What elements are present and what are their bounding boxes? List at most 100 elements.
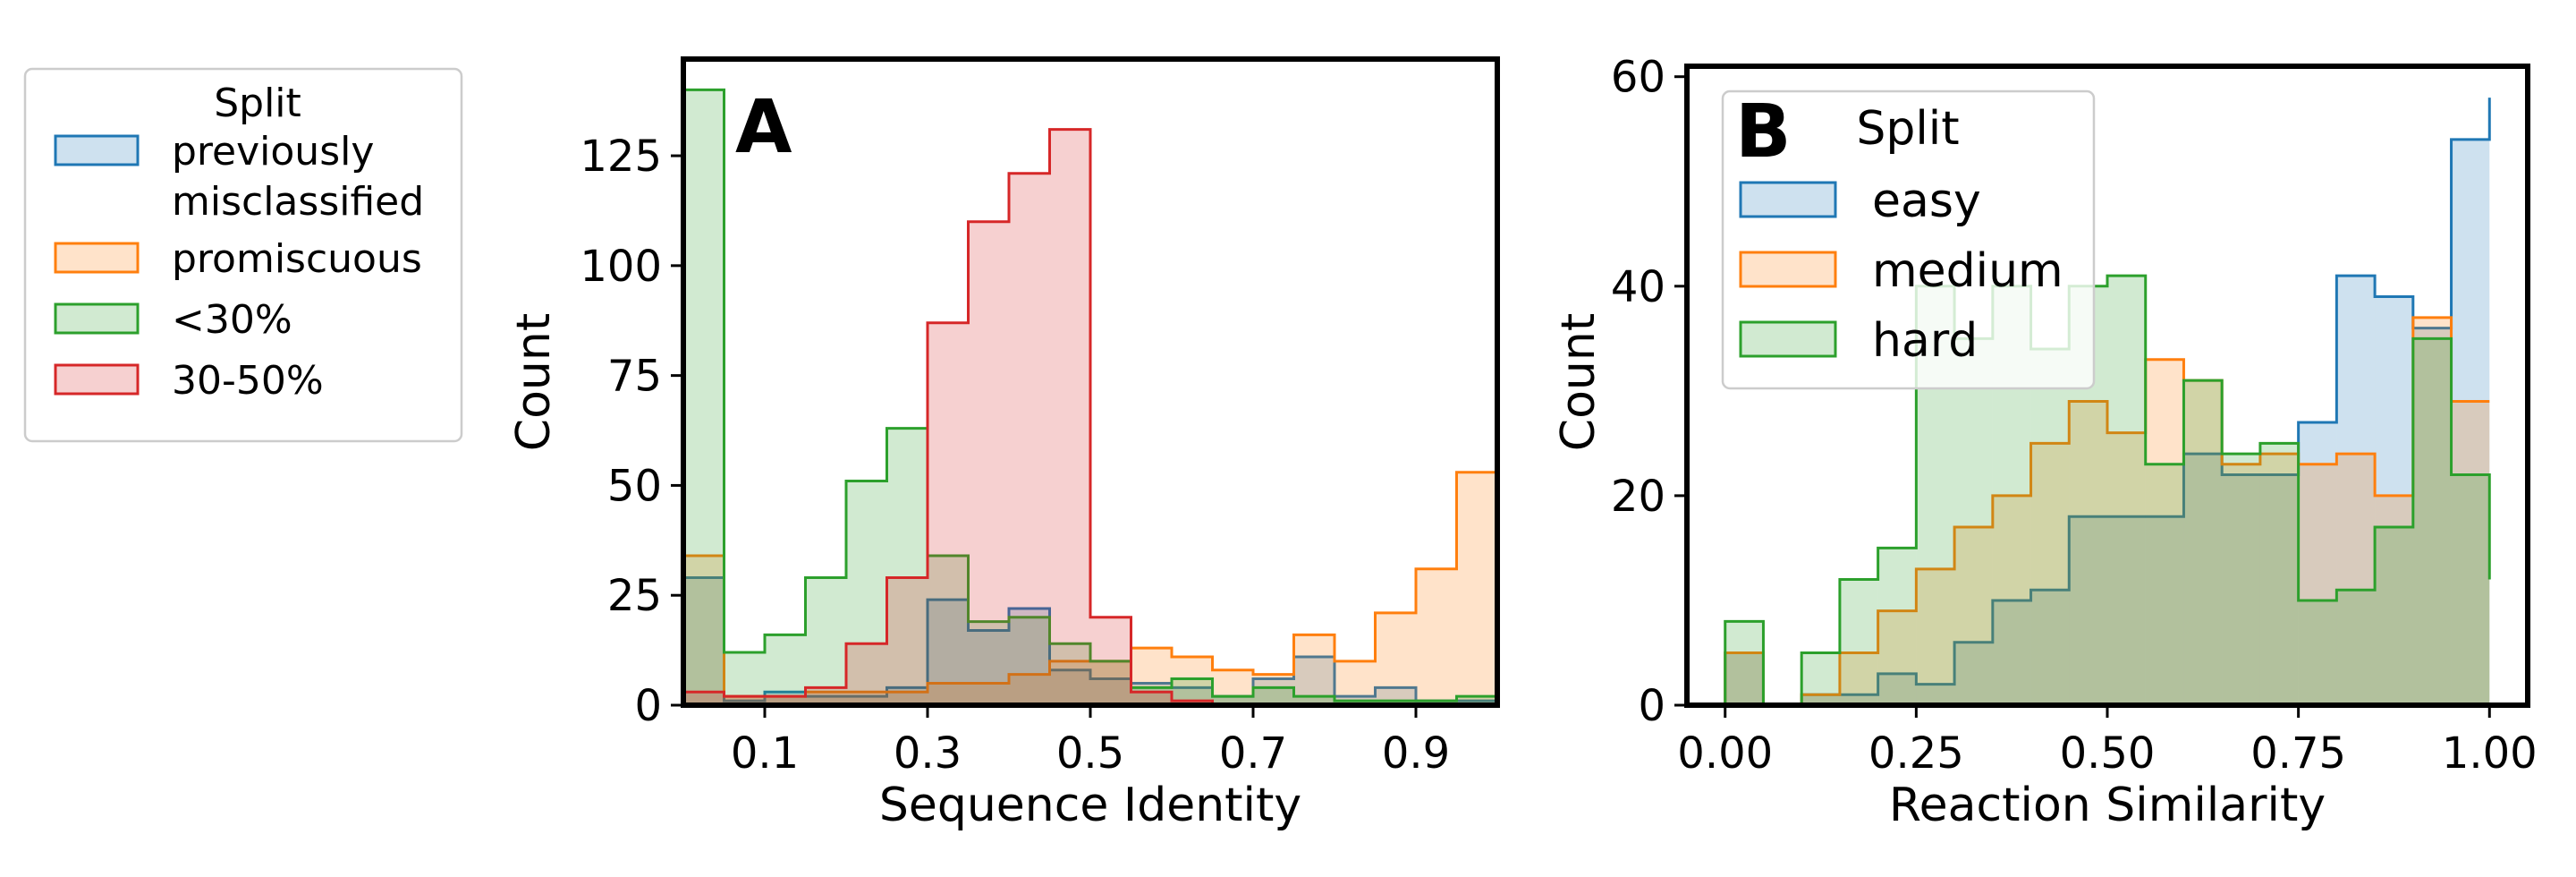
panel-b-bar [2336, 276, 2376, 705]
panel-b-bar [1724, 621, 1764, 705]
panel-a-bar [683, 556, 724, 705]
panel-b-legend-entry: medium [1739, 244, 2063, 298]
panel-a-ytick-label: 125 [580, 132, 662, 182]
legend-label: <30% [172, 297, 292, 343]
panel-b-legend-entries: easy medium hard [1739, 175, 2063, 368]
panel-a-bar [683, 577, 724, 705]
panel-b-xtick-label: 0.00 [1677, 728, 1773, 779]
panel-a-bar [765, 696, 806, 705]
panel-b-bar [1954, 527, 1993, 705]
panel-b-bar [1877, 673, 1917, 705]
panel-b-bar [2375, 296, 2413, 705]
panel-a-bar [1009, 608, 1050, 705]
panel-a-step-outline [682, 88, 1499, 705]
panel-b-bar [2183, 454, 2223, 705]
legend-label: medium [1872, 244, 2063, 298]
panel-a-xtick-label: 0.3 [894, 728, 962, 779]
panel-a-ytick-label: 100 [580, 242, 662, 292]
panel-b-xtick-label: 1.00 [2442, 728, 2538, 779]
panel-b-bar [2375, 527, 2413, 705]
panel-b-bar [2259, 454, 2299, 705]
panel-b-bar [1877, 610, 1917, 705]
panel-a-bar [968, 221, 1009, 706]
panel-b-legend-entry: easy [1739, 175, 1981, 228]
panel-b-bar [2298, 600, 2337, 705]
panel-a-series-30-50 [682, 128, 1497, 707]
panel-a-bar [805, 692, 846, 705]
panel-b-bar [2030, 590, 2070, 705]
panel-b-bar [2145, 516, 2184, 705]
panel-b-bar [2259, 443, 2299, 705]
panel-b-bar [2412, 338, 2452, 705]
panel-a-bar [968, 630, 1009, 705]
panel-a-xtick-label: 0.1 [731, 728, 799, 779]
panel-b-bar [1954, 338, 1993, 705]
legend-label: 30-50% [172, 358, 324, 404]
panel-b-step-outline [1724, 98, 2491, 707]
panel-a-xtick-label: 0.7 [1219, 728, 1287, 779]
panel-a-bar [928, 322, 969, 705]
panel-b-ytick-label: 40 [1611, 262, 1665, 312]
panel-a-bar [765, 696, 806, 705]
panel-b-bar [1877, 548, 1917, 705]
legend-label: previously [172, 129, 374, 175]
panel-a-label: A [735, 85, 792, 170]
panel-b-bar [1839, 652, 1878, 705]
panel-a-bar [928, 600, 969, 705]
panel-b-bar [1839, 694, 1878, 705]
panel-a-bar [846, 692, 887, 705]
panel-a-bar [1049, 643, 1090, 705]
external-legend-frame [23, 67, 463, 443]
panel-a-series-30 [682, 88, 1499, 705]
panel-a-bar [1375, 612, 1416, 705]
panel-a-bar [1049, 669, 1090, 705]
panel-a-bar [1009, 617, 1050, 705]
panel-b-ytick-label: 20 [1611, 472, 1665, 522]
panel-b-bar [2107, 432, 2146, 705]
panel-a-bar [846, 481, 887, 705]
panel-b-bar [1801, 694, 1840, 705]
panel-b-bar [2030, 349, 2070, 705]
panel-b-bar [2222, 474, 2260, 705]
panel-a-bar [724, 696, 765, 705]
panel-b-xtick-label: 0.75 [2250, 728, 2346, 779]
panel-b-bar [2107, 276, 2146, 705]
panel-b-bar [2183, 380, 2223, 705]
panel-b-bar [2336, 590, 2376, 705]
panel-a-bar [683, 692, 724, 705]
panel-b-series-easy [1724, 98, 2491, 707]
panel-a-bar [1212, 696, 1253, 705]
legend-swatch [54, 302, 140, 335]
panel-b-bar [2183, 380, 2223, 705]
panel-b-bar [2069, 401, 2107, 705]
panel-b-ticks: 0.00 0.25 0.50 0.75 1.00 0 20 40 60 [1611, 53, 2538, 779]
panel-b-bar [1992, 495, 2031, 705]
panel-a-bar [1090, 617, 1131, 705]
panel-a-bar [928, 556, 969, 705]
panel-b-ytick-label: 0 [1638, 681, 1665, 731]
panel-a-bar [1049, 129, 1090, 706]
panel-a-bar [1253, 674, 1294, 705]
panel-b: 0.00 0.25 0.50 0.75 1.00 0 20 40 60 Split easy me… [1552, 53, 2538, 832]
external-legend-entry: <30% [54, 297, 292, 343]
panel-a-xtick-label: 0.9 [1382, 728, 1450, 779]
panel-a-bar [886, 692, 928, 705]
panel-b-bar [2412, 328, 2452, 705]
panel-b-bar [2222, 454, 2260, 705]
legend-swatch [54, 242, 140, 274]
panel-a-xlabel: Sequence Identity [879, 779, 1301, 832]
panel-b-xtick-label: 0.25 [1868, 728, 1964, 779]
panel-b-bar [1992, 600, 2031, 705]
external-legend-title: Split [214, 81, 301, 126]
panel-a-bar [886, 428, 928, 705]
panel-b-bar [2259, 474, 2299, 705]
panel-a-bar [1212, 696, 1253, 705]
panel-b-label: B [1735, 89, 1792, 175]
panel-b-bar [1801, 652, 1840, 705]
panel-b-bar [2336, 454, 2376, 705]
panel-a-bar [1090, 678, 1131, 705]
panel-b-bar [1724, 652, 1764, 705]
panel-b-bar [2375, 495, 2413, 705]
